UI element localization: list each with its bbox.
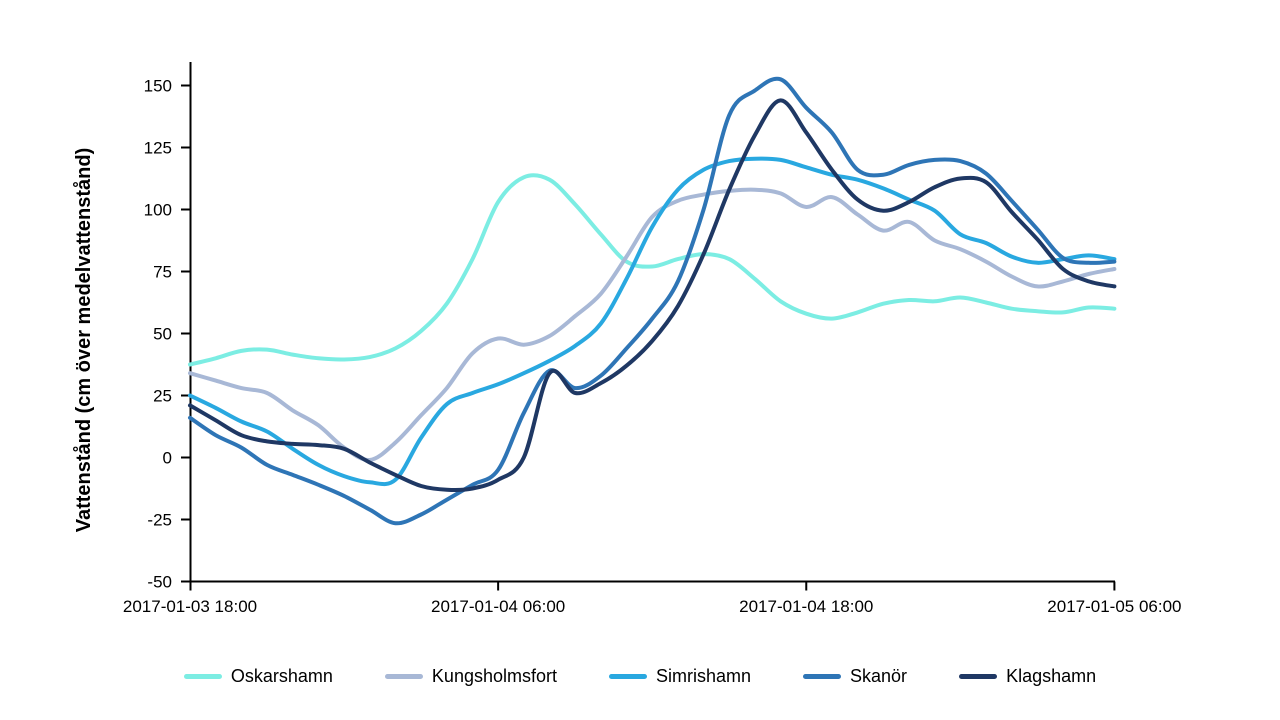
- y-tick-label: 125: [144, 139, 172, 158]
- legend-label: Oskarshamn: [230, 665, 333, 686]
- legend-item-simrishamn: Simrishamn: [608, 665, 752, 687]
- legend-swatch-simrishamn: [608, 673, 647, 679]
- series-line-klagshamn: [188, 98, 1117, 492]
- y-tick-label: 25: [153, 387, 172, 406]
- legend-swatch-skanör: [803, 673, 842, 679]
- y-tick-label: 100: [144, 201, 172, 220]
- x-tick-label: 2017-01-05 06:00: [1047, 597, 1181, 616]
- legend-label: Klagshamn: [1006, 665, 1097, 686]
- legend-swatch-oskarshamn: [183, 673, 222, 679]
- legend-item-skanör: Skanör: [803, 666, 907, 687]
- chart-legend: Oskarshamn Kungsholmsfort Simrishamn Skanör…: [0, 656, 1280, 696]
- y-tick-label: -25: [147, 511, 172, 530]
- y-tick-label: -50: [147, 573, 172, 592]
- y-tick-label: 0: [163, 449, 172, 468]
- legend-label: Simrishamn: [655, 665, 752, 686]
- x-tick-label: 2017-01-04 18:00: [739, 597, 873, 616]
- legend-swatch-kungsholmsfort: [384, 673, 423, 679]
- legend-item-klagshamn: Klagshamn: [959, 666, 1096, 687]
- series-line-oskarshamn: [188, 173, 1117, 367]
- water-level-line-chart: 150 125 100 75 50 25 0 -25 -50 2017-01-03 18:00 20…: [72, 62, 1182, 616]
- series-line-simrishamn: [188, 156, 1117, 487]
- y-axis-title: Vattenstånd (cm över medelvattenstånd): [72, 148, 95, 533]
- y-tick-label: 50: [153, 325, 172, 344]
- series-line-skanör: [188, 76, 1117, 526]
- legend-item-oskarshamn: Oskarshamn: [183, 665, 333, 687]
- y-tick-label: 150: [144, 77, 172, 96]
- legend-label: Skanör: [850, 665, 908, 686]
- legend-label: Kungsholmsfort: [431, 665, 557, 686]
- legend-item-kungsholmsfort: Kungsholmsfort: [384, 665, 557, 687]
- x-tick-label: 2017-01-04 06:00: [431, 597, 565, 616]
- y-tick-label: 75: [153, 263, 172, 282]
- x-tick-label: 2017-01-03 18:00: [123, 597, 257, 616]
- legend-swatch-klagshamn: [959, 673, 998, 679]
